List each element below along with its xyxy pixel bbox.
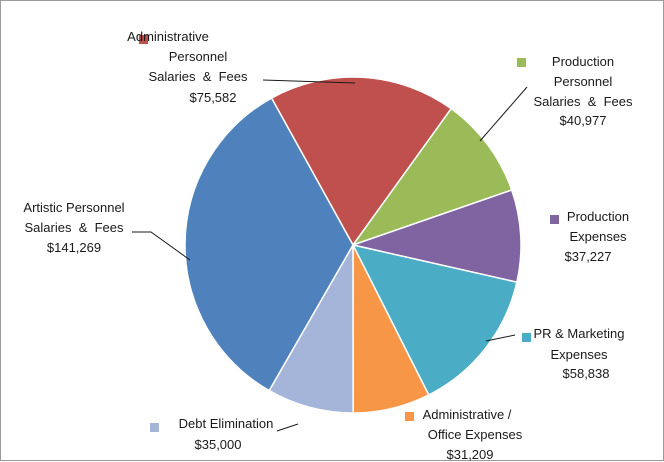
slice-artistic-personnel-salaries-fees xyxy=(184,97,354,392)
legend-key-production-personnel-salaries-fees xyxy=(517,58,526,67)
data-label-administrative-office-expenses-line-1: Administrative / xyxy=(423,407,512,422)
slice-pr-marketing-expenses xyxy=(351,243,518,396)
data-label-administrative-office-expenses-line-2: Office Expenses xyxy=(428,427,523,442)
data-label-production-personnel-salaries-fees-line-2: Personnel xyxy=(554,74,613,89)
leader-line-production-personnel-salaries-fees xyxy=(479,86,528,142)
leader-line-debt-elimination xyxy=(276,423,299,432)
data-value-pr-marketing-expenses: $58,838 xyxy=(563,366,610,381)
data-label-artistic-personnel-salaries-fees-line-1: Artistic Personnel xyxy=(23,200,124,215)
data-label-production-expenses-line-2: Expenses xyxy=(569,229,627,244)
data-label-production-personnel-salaries-fees-line-3: Salaries & Fees xyxy=(534,94,633,109)
labels-layer: Administrative Personnel Salaries & Fees $7… xyxy=(23,29,633,462)
legend-key-debt-elimination xyxy=(150,423,159,432)
data-value-artistic-personnel-salaries-fees: $141,269 xyxy=(47,240,101,255)
legend-key-production-expenses xyxy=(550,215,559,224)
data-value-production-expenses: $37,227 xyxy=(565,249,612,264)
data-value-administrative-personnel-salaries-fees: $75,582 xyxy=(190,90,237,105)
slice-production-personnel-salaries-fees xyxy=(351,107,513,247)
slices-layer xyxy=(184,76,522,414)
data-value-administrative-office-expenses: $31,209 xyxy=(447,447,494,462)
leader-lines-layer xyxy=(132,79,528,432)
leader-line-pr-marketing-expenses xyxy=(485,334,516,342)
data-label-pr-marketing-expenses-line-1: PR & Marketing xyxy=(533,326,624,341)
data-label-production-personnel-salaries-fees-line-1: Production xyxy=(552,54,614,69)
slice-administrative-personnel-salaries-fees xyxy=(270,76,453,247)
data-label-artistic-personnel-salaries-fees-line-2: Salaries & Fees xyxy=(25,220,124,235)
data-label-debt-elimination-line-1: Debt Elimination xyxy=(179,416,274,431)
data-value-debt-elimination: $35,000 xyxy=(195,437,242,452)
data-label-administrative-personnel-salaries-fees-line-1: Administrative xyxy=(127,29,209,44)
data-label-production-expenses-line-1: Production xyxy=(567,209,629,224)
data-label-administrative-personnel-salaries-fees-line-3: Salaries & Fees xyxy=(149,69,248,84)
leader-line-administrative-personnel-salaries-fees xyxy=(262,79,356,84)
data-label-administrative-personnel-salaries-fees-line-2: Personnel xyxy=(169,49,228,64)
slice-debt-elimination xyxy=(268,242,354,414)
data-label-pr-marketing-expenses-line-2: Expenses xyxy=(550,347,608,362)
legend-key-pr-marketing-expenses xyxy=(522,333,531,342)
leader-line-artistic-personnel-salaries-fees xyxy=(132,231,191,261)
data-value-production-personnel-salaries-fees: $40,977 xyxy=(560,113,607,128)
legend-key-administrative-personnel-salaries-fees xyxy=(139,35,148,44)
legend-key-administrative-office-expenses xyxy=(405,412,414,421)
slice-production-expenses xyxy=(350,189,522,284)
